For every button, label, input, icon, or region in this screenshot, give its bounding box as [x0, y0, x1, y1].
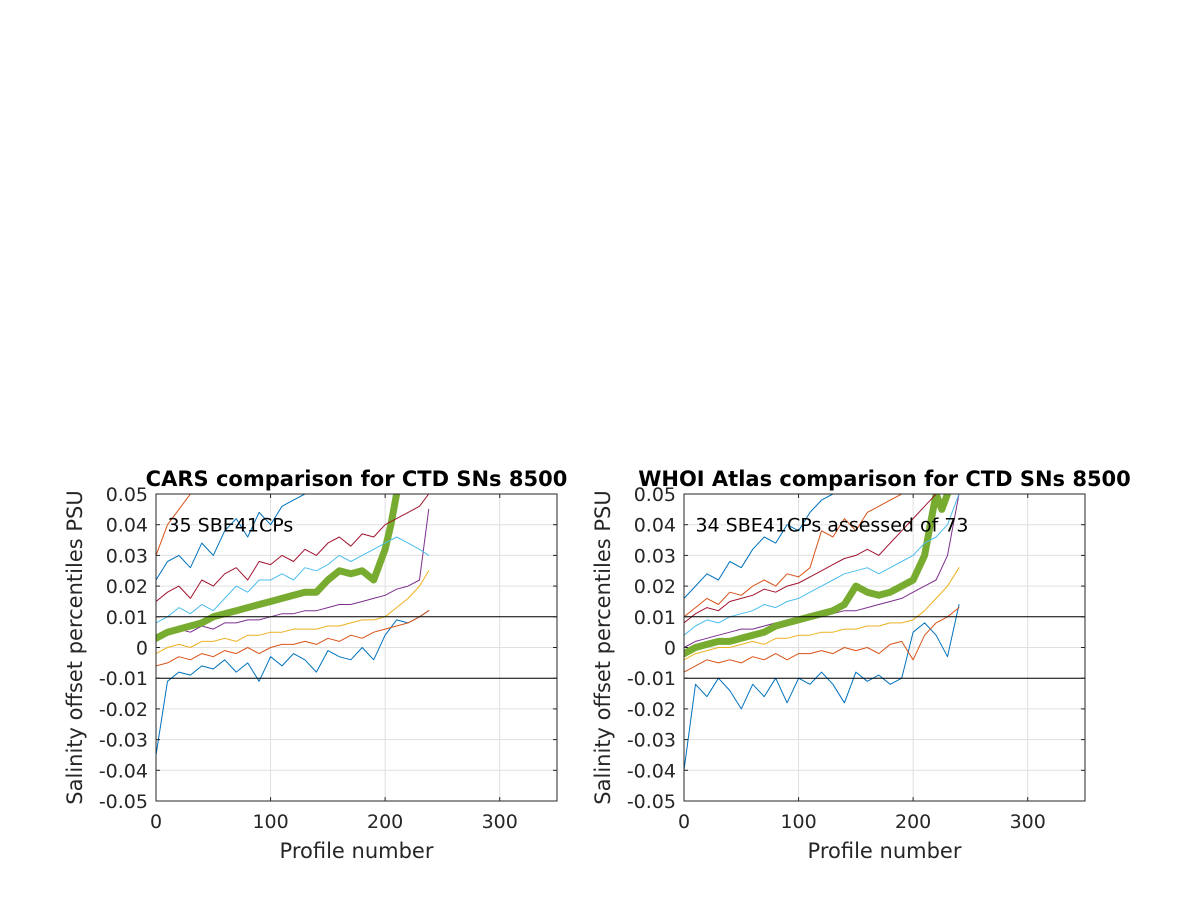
- chart-panel-2: 0 100 200 300 -0.05 -0.04 -0.03 -0.02 -0.01 0 0.01…: [591, 467, 1131, 863]
- y-tick-label: 0.03: [106, 545, 148, 567]
- y-tick-label: 0: [664, 638, 676, 660]
- series-line-8: [156, 494, 430, 581]
- chart-annotation: 35 SBE41CPs: [167, 515, 293, 537]
- y-tick-label: -0.02: [627, 699, 676, 721]
- x-tick-label: 100: [780, 811, 816, 833]
- y-tick-label: -0.02: [99, 699, 148, 721]
- x-tick-label: 0: [150, 811, 162, 833]
- x-axis-label: Profile number: [808, 839, 962, 863]
- series-group: [156, 494, 430, 756]
- y-tick-label: -0.04: [99, 760, 148, 782]
- chart-annotation: 34 SBE41CPs assessed of 73: [695, 515, 968, 537]
- y-axis-label: Salinity offset percentiles PSU: [591, 490, 615, 804]
- y-tick-label: 0.02: [106, 576, 148, 598]
- series-line-8: [684, 494, 960, 618]
- x-tick-label: 200: [895, 811, 931, 833]
- series-line-5: [156, 494, 401, 642]
- y-tick-label: -0.05: [627, 791, 676, 813]
- series-line-7: [684, 494, 960, 624]
- series-line-6: [156, 536, 430, 624]
- chart-title: WHOI Atlas comparison for CTD SNs 8500: [638, 467, 1131, 491]
- y-tick-label: -0.03: [99, 730, 148, 752]
- y-tick-label: -0.04: [627, 760, 676, 782]
- series-group: [684, 494, 960, 771]
- series-line-2: [156, 610, 430, 667]
- x-tick-label: 300: [482, 811, 518, 833]
- x-tick-label: 300: [1010, 811, 1046, 833]
- y-tick-label: -0.01: [99, 668, 148, 690]
- x-tick-label: 200: [367, 811, 403, 833]
- y-tick-label: 0.04: [106, 515, 148, 537]
- chart-title: CARS comparison for CTD SNs 8500: [146, 467, 568, 491]
- y-tick-label: 0.02: [634, 576, 676, 598]
- x-tick-label: 0: [678, 811, 690, 833]
- y-tick-label: -0.01: [627, 668, 676, 690]
- series-line-1: [156, 610, 430, 756]
- series-line-3: [684, 567, 960, 661]
- series-line-5: [684, 494, 951, 658]
- y-tick-label: -0.05: [99, 791, 148, 813]
- series-line-2: [684, 607, 960, 673]
- y-tick-label: 0.01: [106, 607, 148, 629]
- series-line-7: [156, 494, 430, 602]
- y-tick-label: 0.03: [634, 545, 676, 567]
- chart-panel-1: 0 100 200 300 -0.05 -0.04 -0.03 -0.02 -0.01 0 0.01…: [63, 467, 567, 863]
- y-tick-label: 0.05: [634, 484, 676, 506]
- y-tick-label: 0.01: [634, 607, 676, 629]
- y-tick-label: 0: [136, 638, 148, 660]
- series-line-1: [684, 604, 960, 771]
- y-axis-label: Salinity offset percentiles PSU: [63, 490, 87, 804]
- x-tick-label: 100: [252, 811, 288, 833]
- series-line-9: [684, 494, 960, 599]
- y-tick-label: 0.05: [106, 484, 148, 506]
- y-tick-label: -0.03: [627, 730, 676, 752]
- x-axis-label: Profile number: [280, 839, 434, 863]
- y-tick-label: 0.04: [634, 515, 676, 537]
